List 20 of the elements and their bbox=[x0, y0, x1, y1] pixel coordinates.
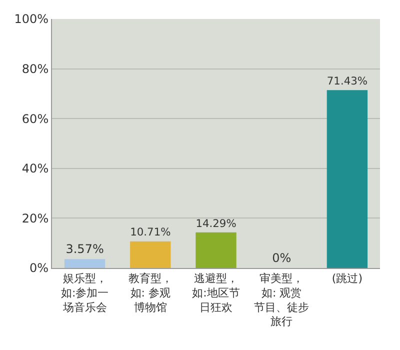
y-tick-label: 20% bbox=[22, 211, 49, 226]
y-tick-label: 0% bbox=[30, 261, 49, 276]
y-tick-label: 80% bbox=[22, 62, 49, 76]
data-label: 71.43% bbox=[326, 74, 368, 88]
x-tick-label: 审美型，如: 观赏节目、徒步旅行 bbox=[254, 272, 310, 328]
x-tick-label: 娱乐型，如:参加一场音乐会 bbox=[60, 272, 109, 314]
bar bbox=[64, 259, 106, 268]
x-tick-label: 逃避型，如:地区节日狂欢 bbox=[192, 272, 240, 314]
x-tick-label: (跳过) bbox=[332, 272, 362, 286]
data-label: 10.71% bbox=[130, 226, 171, 239]
data-label: 3.57% bbox=[66, 242, 104, 256]
x-tick-label: 教育型，如: 参观博物馆 bbox=[128, 272, 172, 314]
bar bbox=[196, 232, 236, 268]
data-label: 14.29% bbox=[196, 216, 236, 230]
data-label: 0% bbox=[272, 251, 292, 265]
y-tick-label: 60% bbox=[22, 112, 49, 126]
bar bbox=[130, 241, 171, 268]
y-tick-label: 100% bbox=[14, 12, 49, 26]
y-tick-label: 40% bbox=[22, 162, 49, 176]
bar bbox=[326, 90, 368, 268]
